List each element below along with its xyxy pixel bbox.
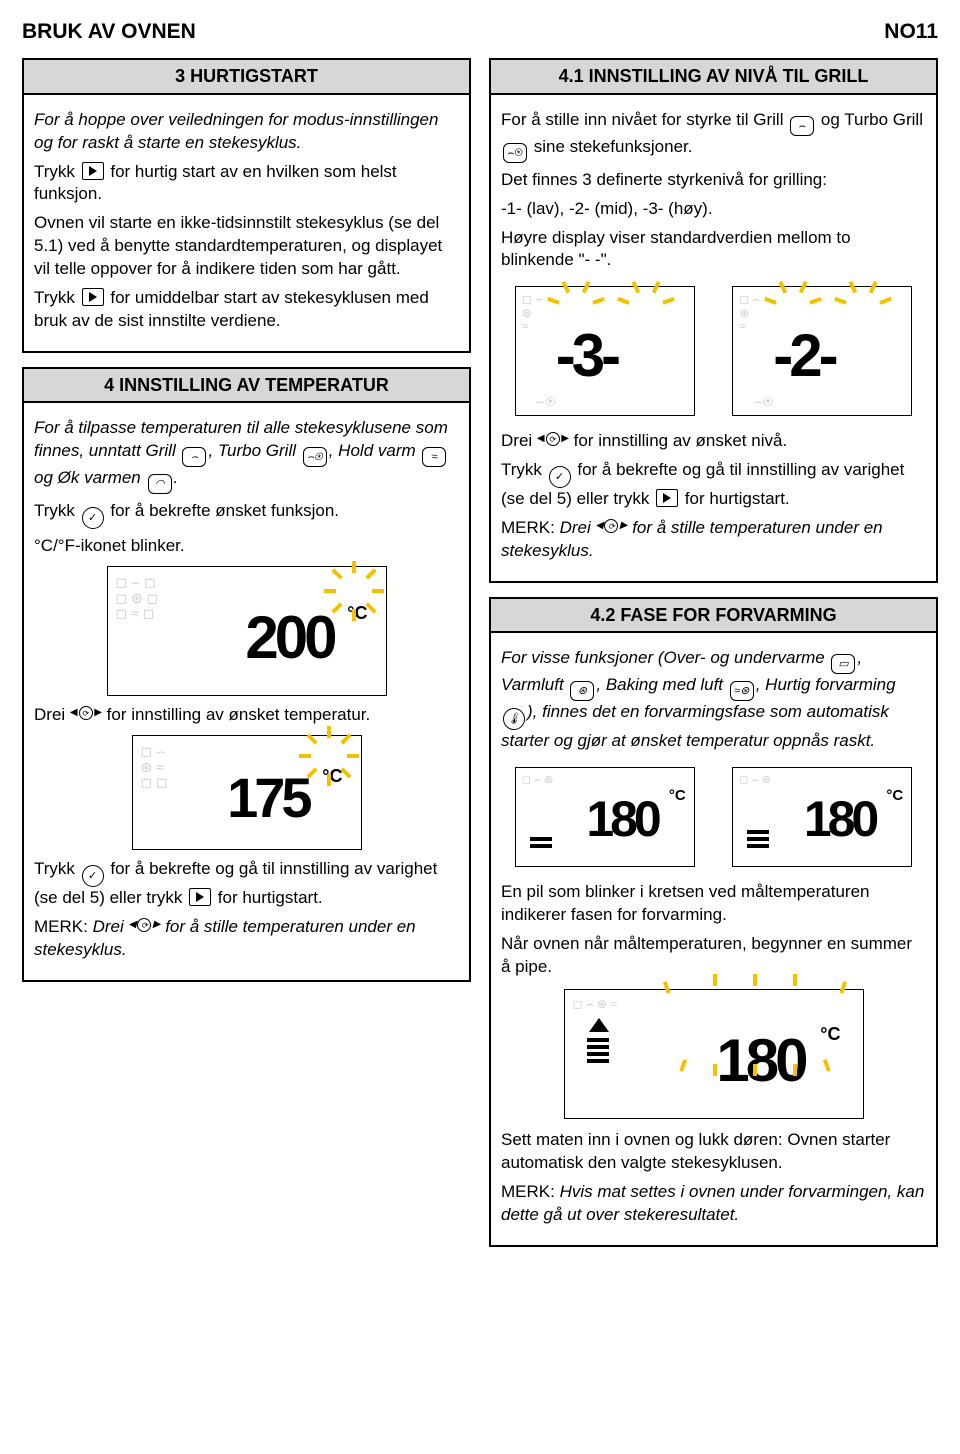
baking-air-icon: ≈⊛ [730, 681, 754, 701]
seg-value: -3- [556, 315, 617, 396]
s41-p2: Det finnes 3 definerte styrkenivå for gr… [501, 169, 926, 192]
s42-intro: For visse funksjoner (Over- og undervarm… [501, 647, 926, 753]
seg-value: 180 [716, 1020, 804, 1101]
keep-warm-icon: ≈ [422, 447, 446, 467]
section-forvarming: 4.2 FASE FOR FORVARMING For visse funksj… [489, 597, 938, 1247]
s42-p4: Sett maten inn i ovnen og lukk døren: Ov… [501, 1129, 926, 1175]
display-200c: ◻ ⌢ ◻◻ ⊛ ◻◻ ≈ ◻ 200 °C [107, 566, 387, 696]
seg-value: -2- [773, 315, 834, 396]
unit-label: °C [886, 786, 903, 806]
grill-mode-indicator-icon: ⌢⊛ [753, 394, 773, 409]
header-left: BRUK AV OVNEN [22, 18, 196, 46]
faded-icons: ◻ ⌢⊛ ≈◻ ◻ [141, 744, 168, 790]
s3-p4: Trykk for umiddelbar start av stekesyklu… [34, 287, 459, 333]
right-column: 4.1 INNSTILLING AV NIVÅ TIL GRILL For å … [489, 58, 938, 1247]
grill-icon: ⌢ [790, 116, 814, 136]
section-temperatur: 4 INNSTILLING AV TEMPERATUR For å tilpas… [22, 367, 471, 982]
grill-icon: ⌢ [182, 447, 206, 467]
s3-p2: Trykk for hurtig start av en hvilken som… [34, 161, 459, 207]
seg-value: 180 [586, 786, 657, 854]
header-right: NO11 [884, 18, 938, 46]
convection-icon: ⊛ [570, 681, 594, 701]
section-3-title: 3 HURTIGSTART [24, 60, 469, 94]
section-41-title: 4.1 INNSTILLING AV NIVÅ TIL GRILL [491, 60, 936, 94]
seg-value: 175 [227, 760, 308, 836]
knob-icon: ⟳ [597, 518, 625, 536]
knob-icon: ⟳ [130, 917, 158, 935]
display-180-bars3: ◻ ⌢ ⊛ 180 °C [732, 767, 912, 867]
display-level-3: ◻ ⌢⊛≈ -3- ⌢⊛ [515, 286, 695, 416]
conventional-icon: ▭ [831, 654, 855, 674]
blink-rays-icon [833, 307, 893, 367]
section-41-body: For å stille inn nivået for styrke til G… [491, 95, 936, 582]
s41-p6: Trykk ✓ for å bekrefte og gå til innstil… [501, 459, 926, 511]
page-header: BRUK AV OVNEN NO11 [22, 18, 938, 46]
faded-icons: ◻ ⌢⊛≈ [739, 293, 760, 333]
unit-label: °C [347, 601, 367, 625]
fast-preheat-icon: 🌡 [503, 708, 525, 730]
faded-icons: ◻ ⌢⊛≈ [522, 293, 543, 333]
s3-p3: Ovnen vil starte en ikke-tidsinnstilt st… [34, 212, 459, 281]
heat-bars-icon [747, 830, 769, 848]
section-4-body: For å tilpasse temperaturen til alle ste… [24, 403, 469, 980]
turbo-grill-icon: ⌢⊛ [303, 447, 327, 467]
section-grill-level: 4.1 INNSTILLING AV NIVÅ TIL GRILL For å … [489, 58, 938, 583]
s4-p3: °C/°F-ikonet blinker. [34, 535, 459, 558]
s41-p5: Drei ⟳ for innstilling av ønsket nivå. [501, 430, 926, 453]
s41-p3: -1- (lav), -2- (mid), -3- (høy). [501, 198, 926, 221]
blink-rays-icon [616, 307, 676, 367]
s41-note: MERK: Drei ⟳ for å stille temperaturen u… [501, 517, 926, 563]
section-3-body: For å hoppe over veiledningen for modus-… [24, 95, 469, 351]
unit-label: °C [669, 786, 686, 806]
section-hurtigstart: 3 HURTIGSTART For å hoppe over veilednin… [22, 58, 471, 353]
s3-intro: For å hoppe over veiledningen for modus-… [34, 109, 459, 155]
s4-p2: Trykk ✓ for å bekrefte ønsket funksjon. [34, 500, 459, 529]
s42-p2: En pil som blinker i kretsen ved måltemp… [501, 881, 926, 927]
s42-note: MERK: Hvis mat settes i ovnen under forv… [501, 1181, 926, 1227]
two-column-layout: 3 HURTIGSTART For å hoppe over veilednin… [22, 58, 938, 1247]
display-pair-preheat: ◻ ⌢ ⊛ 180 °C ◻ ⌢ ⊛ 180 °C [501, 759, 926, 875]
seg-value: 180 [804, 786, 875, 854]
play-icon [82, 288, 104, 306]
display-180-full: ◻ ⌢ ⊛ ≈ 180 °C [564, 989, 864, 1119]
confirm-icon: ✓ [82, 507, 104, 529]
knob-icon: ⟳ [72, 705, 100, 723]
s41-p1: For å stille inn nivået for styrke til G… [501, 109, 926, 163]
s42-p3: Når ovnen når måltemperaturen, begynner … [501, 933, 926, 979]
unit-label: °C [820, 1022, 840, 1046]
play-icon [82, 162, 104, 180]
left-column: 3 HURTIGSTART For å hoppe over veilednin… [22, 58, 471, 1247]
faded-icons: ◻ ⌢ ⊛ ≈ [573, 998, 618, 1011]
play-icon [656, 489, 678, 507]
heat-bars-icon [587, 1038, 609, 1063]
s4-intro: For å tilpasse temperaturen til alle ste… [34, 417, 459, 494]
s4-note: MERK: Drei ⟳ for å stille temperaturen u… [34, 916, 459, 962]
display-180-bars2: ◻ ⌢ ⊛ 180 °C [515, 767, 695, 867]
confirm-icon: ✓ [549, 466, 571, 488]
boost-icon: ◠ [148, 474, 172, 494]
play-icon [189, 888, 211, 906]
knob-icon: ⟳ [539, 431, 567, 449]
s4-p4: Drei ⟳ for innstilling av ønsket tempera… [34, 704, 459, 727]
faded-icons: ◻ ⌢ ⊛ [739, 774, 771, 786]
grill-mode-indicator-icon: ⌢⊛ [536, 394, 556, 409]
seg-value: 200 [245, 597, 333, 678]
display-level-2: ◻ ⌢⊛≈ -2- ⌢⊛ [732, 286, 912, 416]
faded-icons: ◻ ⌢ ⊛ [522, 774, 554, 786]
display-175c: ◻ ⌢⊛ ≈◻ ◻ 175 °C [132, 735, 362, 850]
section-42-title: 4.2 FASE FOR FORVARMING [491, 599, 936, 633]
unit-label: °C [322, 764, 342, 788]
faded-icons: ◻ ⌢ ◻◻ ⊛ ◻◻ ≈ ◻ [116, 575, 159, 621]
s41-p4: Høyre display viser standardverdien mell… [501, 227, 926, 273]
display-pair-grill: ◻ ⌢⊛≈ -3- ⌢⊛ ◻ ⌢⊛≈ -2- [501, 278, 926, 424]
heat-bars-icon [530, 837, 552, 848]
section-4-title: 4 INNSTILLING AV TEMPERATUR [24, 369, 469, 403]
section-42-body: For visse funksjoner (Over- og undervarm… [491, 633, 936, 1244]
turbo-grill-icon: ⌢⊛ [503, 143, 527, 163]
arrow-up-icon [589, 1018, 609, 1032]
confirm-icon: ✓ [82, 865, 104, 887]
s4-p5: Trykk ✓ for å bekrefte og gå til innstil… [34, 858, 459, 910]
